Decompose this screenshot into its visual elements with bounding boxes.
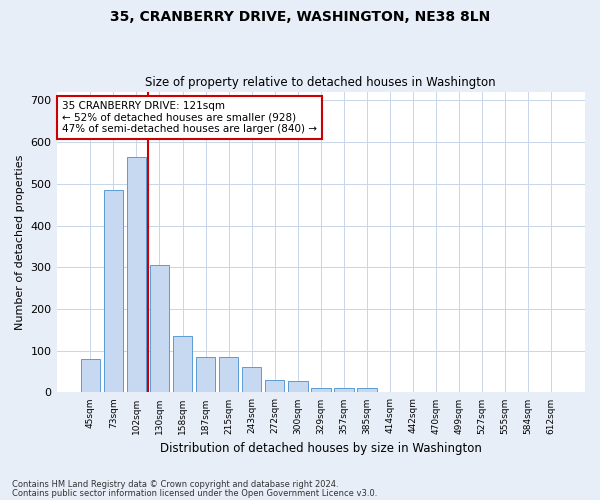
- Bar: [242, 368, 262, 392]
- Bar: [219, 357, 238, 392]
- Bar: [311, 388, 331, 392]
- Bar: [173, 336, 193, 392]
- Y-axis label: Number of detached properties: Number of detached properties: [15, 154, 25, 330]
- Text: 35 CRANBERRY DRIVE: 121sqm
← 52% of detached houses are smaller (928)
47% of sem: 35 CRANBERRY DRIVE: 121sqm ← 52% of deta…: [62, 101, 317, 134]
- Bar: [127, 156, 146, 392]
- Bar: [357, 388, 377, 392]
- Bar: [196, 357, 215, 392]
- Bar: [288, 381, 308, 392]
- Text: 35, CRANBERRY DRIVE, WASHINGTON, NE38 8LN: 35, CRANBERRY DRIVE, WASHINGTON, NE38 8L…: [110, 10, 490, 24]
- Bar: [104, 190, 123, 392]
- Text: Contains HM Land Registry data © Crown copyright and database right 2024.: Contains HM Land Registry data © Crown c…: [12, 480, 338, 489]
- Bar: [149, 265, 169, 392]
- Bar: [265, 380, 284, 392]
- Title: Size of property relative to detached houses in Washington: Size of property relative to detached ho…: [145, 76, 496, 90]
- X-axis label: Distribution of detached houses by size in Washington: Distribution of detached houses by size …: [160, 442, 482, 455]
- Text: Contains public sector information licensed under the Open Government Licence v3: Contains public sector information licen…: [12, 488, 377, 498]
- Bar: [80, 359, 100, 392]
- Bar: [334, 388, 353, 392]
